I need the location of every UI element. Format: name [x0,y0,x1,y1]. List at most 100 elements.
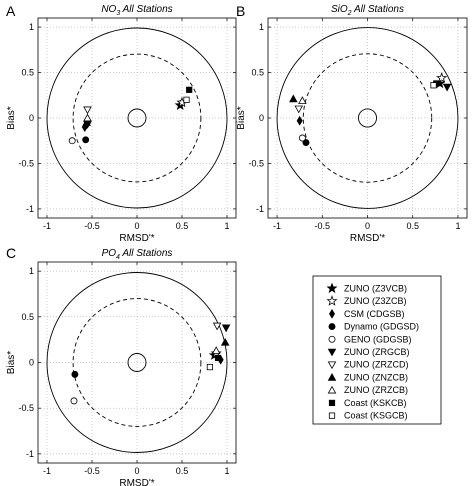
legend-label: ZUNO (ZNZCB) [344,372,408,382]
panel-title-subscript: 4 [116,254,120,261]
x-tick-label: -0.5 [84,466,100,476]
data-point [296,115,303,126]
y-tick-label: 0 [29,113,34,123]
x-tick-label: 0 [134,221,139,231]
legend-label: CSM (CDGSB) [344,309,405,319]
x-tick-label: 0 [134,466,139,476]
y-tick-label: 1 [29,266,34,276]
legend-marker-square-white [328,412,336,419]
data-point [71,370,79,378]
y-tick-label: -0.5 [18,403,34,413]
y-axis-label: Bias* [6,106,17,129]
x-tick-label: -0.5 [315,221,331,231]
panel-title-symbol: PO [102,248,117,259]
data-point [212,322,222,331]
y-tick-label: 0 [29,358,34,368]
x-tick-label: -1 [43,466,51,476]
panel-title-rest: All Stations [120,4,172,15]
y-tick-label: 0 [259,113,264,123]
data-point [298,134,306,142]
data-point [82,118,91,126]
reference-circle [127,108,147,128]
legend-label: ZUNO (ZRGCB) [344,347,410,357]
legend-label: ZUNO (ZRZCB) [344,385,408,395]
y-tick-label: -0.5 [248,158,264,168]
x-axis-label: RMSD'* [350,233,385,244]
legend-label: Coast (KSKCB) [344,398,407,408]
data-point [206,363,213,371]
legend-marker-tri-up-white [327,385,337,394]
y-axis-label: Bias* [6,351,17,374]
reference-circle [358,108,377,128]
data-point [70,397,78,405]
legend-label: GENO (GDGSB) [344,334,412,344]
data-point [302,139,310,147]
reference-circle [276,27,459,209]
data-point [436,72,448,83]
data-point [82,136,90,144]
reference-circle [72,298,202,427]
panel-label: C [6,245,16,261]
x-axis-label: RMSD'* [119,233,154,244]
reference-circle [127,353,147,372]
x-tick-label: 1 [455,221,460,231]
taylor-panel-b: -1 1 -0.5 0.5 0 0 0.5 -0.5 1 -1 B SiO2 All Stations… [236,3,468,244]
y-tick-label: 1 [29,22,34,32]
x-tick-label: 0.5 [406,221,419,231]
panel-title-symbol: NO [101,4,116,15]
x-tick-label: 0 [365,221,370,231]
data-point [430,82,437,89]
reference-circle [46,272,228,453]
y-tick-label: 1 [259,22,264,32]
x-tick-label: -0.5 [84,221,100,231]
legend-marker-diamond-black [329,308,335,319]
legend-label: ZUNO (Z3VCB) [344,283,407,293]
legend-marker-tri-down-white [327,361,337,370]
x-axis-label: RMSD'* [119,478,154,486]
panel-label: A [6,3,16,19]
data-point [289,94,298,103]
panel-title-rest: All Stations [120,248,172,259]
panel-title: NO3 All Stations [101,4,172,17]
legend-label: ZUNO (ZRZCD) [344,360,409,370]
panel-label: B [236,3,245,19]
panel-title-subscript: 3 [116,10,120,17]
x-tick-label: 1 [224,221,229,231]
panel-title: SiO2 All Stations [331,4,404,17]
x-tick-label: -1 [43,221,51,231]
y-tick-label: 0.5 [251,68,264,78]
panel-title-symbol: SiO [331,4,348,15]
y-axis-label: Bias* [236,106,247,129]
legend-label: Coast (KSGCB) [344,411,408,421]
data-point [221,324,231,333]
data-point [211,346,221,354]
y-tick-label: -1 [26,449,34,459]
legend-marker-circle-black [328,323,336,331]
data-point [183,96,190,103]
reference-circle [302,53,433,183]
data-point [68,137,76,145]
legend-label: ZUNO (Z3ZCB) [344,296,407,306]
legend-marker-square-black [328,399,336,407]
data-point [294,105,304,114]
x-tick-label: -1 [273,221,281,231]
x-tick-label: 0.5 [176,466,189,476]
panel-title: PO4 All Stations [102,248,173,261]
data-point [83,113,92,122]
y-tick-label: -1 [26,204,34,214]
legend-marker-tri-down-black [327,348,337,357]
legend: ZUNO (Z3VCB) ZUNO (Z3ZCB) CSM (CDGSB) Dynam… [312,275,442,425]
legend-marker-circle-white [328,335,336,343]
legend-marker-tri-up-black [327,373,337,381]
legend-marker-star-white [326,295,338,306]
y-tick-label: 0.5 [21,68,34,78]
data-point [83,106,92,115]
x-tick-label: 0.5 [176,221,189,231]
x-tick-label: 1 [224,466,229,476]
panel-title-rest: All Stations [352,4,404,15]
data-point [214,354,222,362]
taylor-panel-c: -1 1 -0.5 0.5 0 0 0.5 -0.5 1 -1 C PO4 All Stations R… [6,245,237,486]
legend-label: Dynamo (GDGSD) [344,322,419,332]
data-point [442,83,452,92]
